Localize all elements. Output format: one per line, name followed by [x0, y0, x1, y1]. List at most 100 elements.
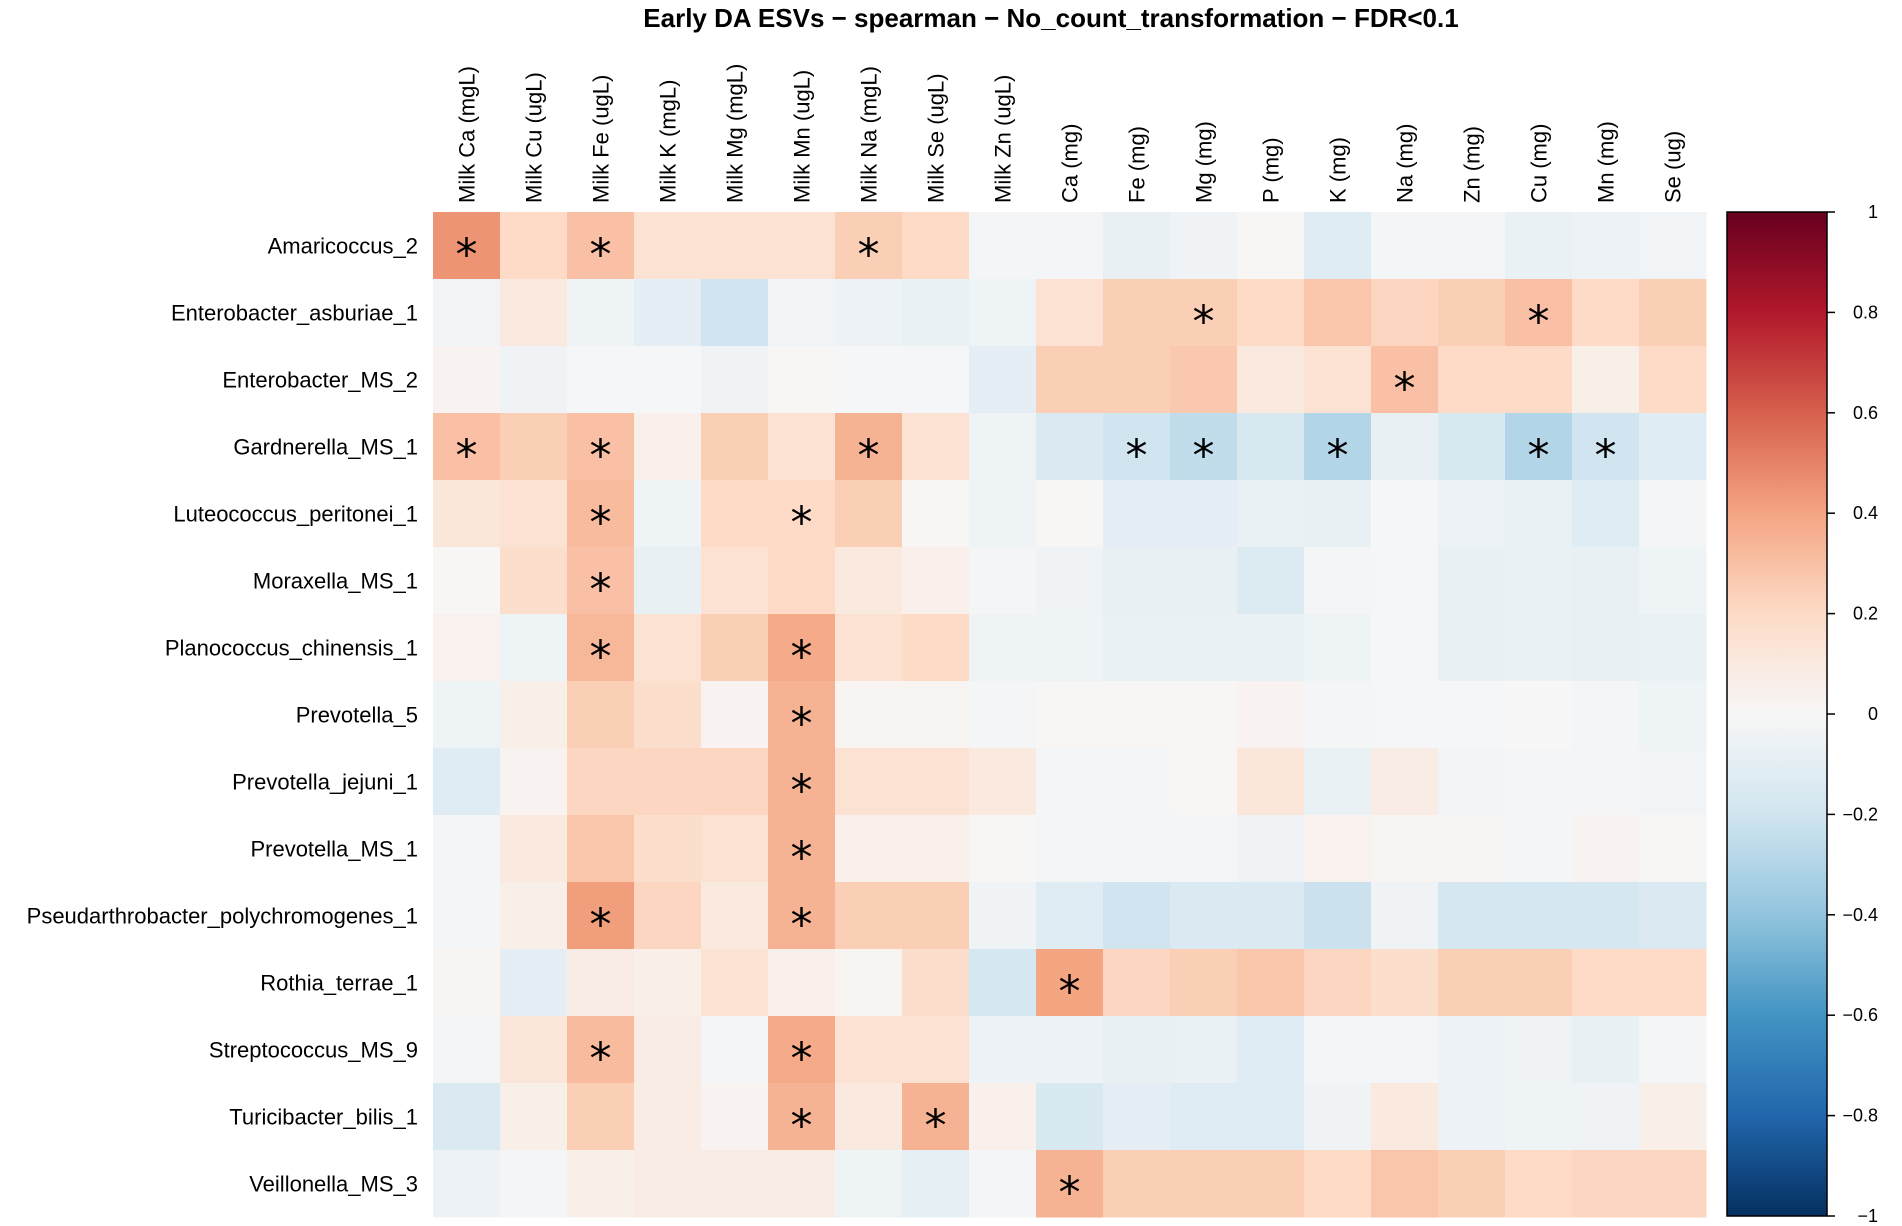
- heatmap-cell: [567, 815, 635, 883]
- heatmap-cell: [1237, 614, 1305, 682]
- significance-star: *: [1528, 431, 1550, 482]
- heatmap-cell: [1572, 1016, 1640, 1084]
- heatmap-cell: [1639, 279, 1707, 347]
- heatmap-cell: [701, 1083, 769, 1151]
- heatmap-cell: [433, 1083, 501, 1151]
- heatmap-cell: [1237, 346, 1305, 414]
- heatmap-cell: [1036, 1083, 1104, 1151]
- heatmap-cell: [1304, 212, 1372, 280]
- heatmap-cell: [500, 279, 568, 347]
- colorbar-tick-label: 0.8: [1853, 302, 1878, 322]
- column-label: Milk K (mgL): [656, 80, 681, 203]
- heatmap-cell: [1036, 279, 1104, 347]
- significance-star: *: [925, 1101, 947, 1152]
- colorbar-tick-label: −0.2: [1842, 804, 1878, 824]
- colorbar-tick-label: −0.4: [1842, 905, 1878, 925]
- heatmap-cell: [969, 547, 1037, 615]
- heatmap-cell: [701, 815, 769, 883]
- heatmap-cell: [1639, 815, 1707, 883]
- heatmap-cell: [1438, 346, 1506, 414]
- heatmap-cell: [433, 614, 501, 682]
- heatmap-cell: [835, 1016, 903, 1084]
- heatmap-cell: [500, 815, 568, 883]
- heatmap-cell: [902, 1083, 970, 1151]
- column-label: Milk Mn (ugL): [790, 70, 815, 203]
- heatmap-cell: [1237, 1016, 1305, 1084]
- heatmap-cell: [1036, 346, 1104, 414]
- column-label: Milk Ca (mgL): [455, 66, 480, 203]
- heatmap-cell: [1304, 547, 1372, 615]
- heatmap-cell: [1304, 748, 1372, 816]
- heatmap-cell: [768, 413, 836, 481]
- heatmap-cell: [1438, 614, 1506, 682]
- colorbar-ticks: 1 0.8 0.6 0.4 0.2 0 −0.2 −0.4 −0.6 −0.8 −1: [1827, 202, 1878, 1226]
- row-label: Prevotella_5: [296, 703, 418, 728]
- heatmap-cell: [1572, 1083, 1640, 1151]
- heatmap-cell: [1371, 614, 1439, 682]
- heatmap-cell: [1572, 748, 1640, 816]
- heatmap-cell: [433, 949, 501, 1017]
- heatmap-cell: [1170, 1150, 1238, 1218]
- heatmap-cell: [768, 1150, 836, 1218]
- heatmap-cell: [1237, 480, 1305, 548]
- colorbar-tick-label: 0: [1868, 704, 1878, 724]
- significance-star: *: [791, 498, 813, 549]
- heatmap-cell: [1438, 279, 1506, 347]
- heatmap-cell: [1505, 882, 1573, 950]
- heatmap-cell: [1371, 949, 1439, 1017]
- heatmap-cell: [500, 480, 568, 548]
- heatmap-cell: [1103, 1083, 1171, 1151]
- heatmap-cell: [1371, 681, 1439, 749]
- significance-star: *: [791, 632, 813, 683]
- significance-star: *: [1059, 967, 1081, 1018]
- row-label: Amaricoccus_2: [268, 234, 418, 259]
- heatmap-cell: [835, 815, 903, 883]
- heatmap-cell: [567, 614, 635, 682]
- heatmap-cell: [1170, 949, 1238, 1017]
- heatmap-cell: [1371, 279, 1439, 347]
- heatmap-cell: [1304, 815, 1372, 883]
- heatmap-cell: [1103, 815, 1171, 883]
- heatmap-cell: [1304, 614, 1372, 682]
- heatmap-cell: [1438, 1150, 1506, 1218]
- column-label: Milk Fe (ugL): [589, 75, 614, 203]
- heatmap-cell: [500, 748, 568, 816]
- heatmap-cell: [1572, 882, 1640, 950]
- significance-star: *: [791, 766, 813, 817]
- heatmap-cell: [768, 1083, 836, 1151]
- heatmap-cell: [1438, 547, 1506, 615]
- colorbar-tick-label: 0.4: [1853, 503, 1878, 523]
- significance-star: *: [590, 632, 612, 683]
- heatmap-cell: [1371, 413, 1439, 481]
- heatmap-cell: [902, 212, 970, 280]
- heatmap-cell: [500, 413, 568, 481]
- heatmap-cell: [701, 681, 769, 749]
- heatmap-cell: [1103, 1016, 1171, 1084]
- heatmap-cell: [768, 748, 836, 816]
- heatmap-cell: [1505, 949, 1573, 1017]
- heatmap-cell: [1438, 815, 1506, 883]
- heatmap-cell: [567, 480, 635, 548]
- heatmap-cell: [567, 1016, 635, 1084]
- heatmap-cell: [1639, 212, 1707, 280]
- heatmap-cell: [1639, 949, 1707, 1017]
- column-label: Ca (mg): [1058, 124, 1083, 203]
- heatmap-cell: [1170, 1016, 1238, 1084]
- heatmap-cell: [634, 949, 702, 1017]
- heatmap-cell: [1237, 279, 1305, 347]
- heatmap-cell: [902, 1150, 970, 1218]
- heatmap-cell: [634, 547, 702, 615]
- heatmap-cell: [1505, 1016, 1573, 1084]
- colorbar-tick-label: −0.8: [1842, 1106, 1878, 1126]
- heatmap-cell: [433, 681, 501, 749]
- column-label: Mg (mg): [1192, 121, 1217, 203]
- heatmap-cell: [969, 748, 1037, 816]
- heatmap-cell: [567, 547, 635, 615]
- heatmap-cell: [1036, 748, 1104, 816]
- heatmap-cell: [500, 681, 568, 749]
- heatmap-cell: [433, 413, 501, 481]
- heatmap-cell: [1639, 480, 1707, 548]
- heatmap-cell: [768, 212, 836, 280]
- heatmap-cell: [1505, 279, 1573, 347]
